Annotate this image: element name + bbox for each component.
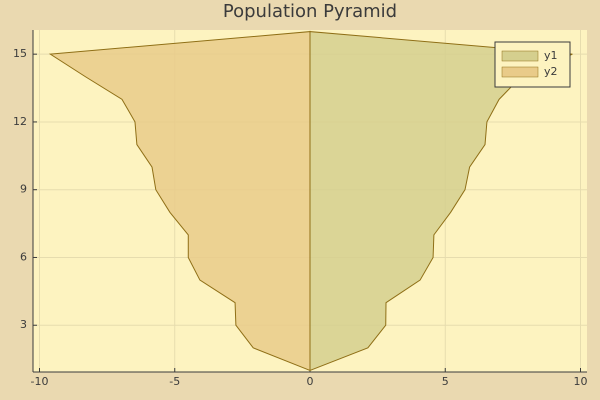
- y-tick-label: 3: [20, 318, 27, 331]
- legend-box: [494, 41, 571, 88]
- legend-label: y1: [544, 49, 558, 62]
- x-tick-label: -5: [169, 375, 180, 388]
- legend-swatch: [501, 66, 539, 78]
- y-tick-label: 9: [20, 183, 27, 196]
- y-tick-label: 6: [20, 250, 27, 263]
- legend-label: y2: [544, 65, 558, 78]
- x-tick-label: 5: [442, 375, 449, 388]
- y-tick-label: 12: [13, 115, 27, 128]
- x-tick-label: -10: [31, 375, 49, 388]
- area: [48, 31, 311, 372]
- legend-swatch: [501, 50, 539, 62]
- chart-title: Population Pyramid: [223, 1, 397, 22]
- y-tick-label: 15: [13, 47, 27, 60]
- x-tick-label: 0: [307, 375, 314, 388]
- x-tick-label: 10: [574, 375, 588, 388]
